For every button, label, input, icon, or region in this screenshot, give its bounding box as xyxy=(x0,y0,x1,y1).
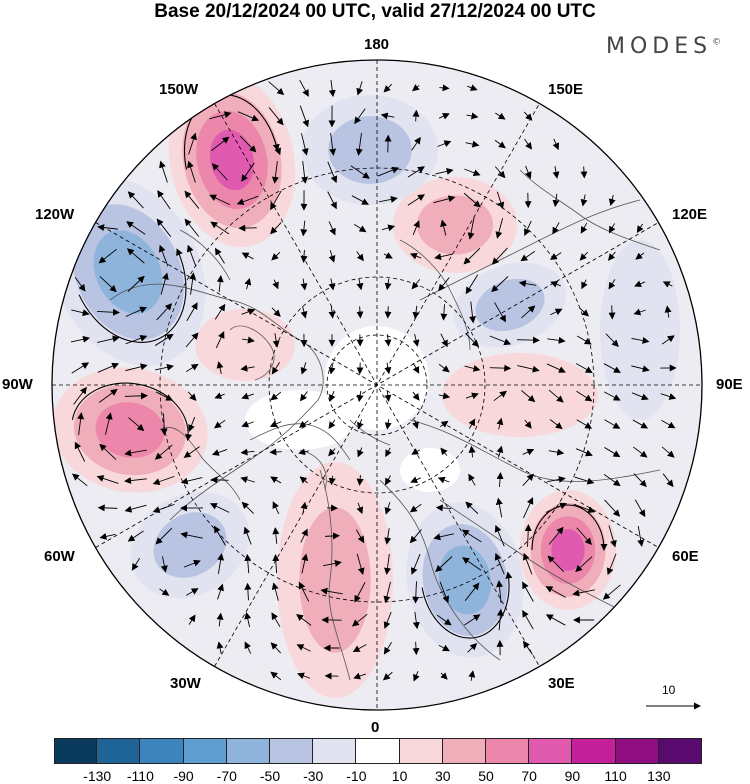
colorbar-tick-label: 70 xyxy=(521,768,537,784)
colorbar-tick-label: -130 xyxy=(83,768,111,784)
label-30e: 30E xyxy=(548,676,575,692)
anomaly-contour xyxy=(328,116,412,184)
label-150w: 150W xyxy=(159,82,198,98)
label-90w: 90W xyxy=(2,377,33,393)
wind-vector xyxy=(211,480,228,481)
label-120e: 120E xyxy=(672,207,707,223)
colorbar-tick-label: 90 xyxy=(565,768,581,784)
colorbar-tick-label: -90 xyxy=(173,768,193,784)
colorbar-swatch xyxy=(313,738,356,764)
colorbar-tick-label: 130 xyxy=(647,768,670,784)
colorbar-swatch xyxy=(616,738,659,764)
colorbar xyxy=(54,738,702,764)
reference-vector-label: 10 xyxy=(662,683,675,697)
colorbar-tick-label: -70 xyxy=(217,768,237,784)
colorbar-swatch xyxy=(529,738,572,764)
colorbar-tick-label: -10 xyxy=(346,768,366,784)
colorbar-swatch xyxy=(270,738,313,764)
colorbar-swatch xyxy=(227,738,270,764)
colorbar-swatch xyxy=(184,738,227,764)
colorbar-swatch xyxy=(356,738,399,764)
colorbar-tick-label: 30 xyxy=(435,768,451,784)
wind-vector xyxy=(584,167,585,178)
anomaly-contour xyxy=(600,240,680,420)
wind-vector xyxy=(612,305,613,318)
label-60e: 60E xyxy=(672,549,699,565)
colorbar-swatch xyxy=(97,738,140,764)
colorbar-swatch xyxy=(400,738,443,764)
label-0: 0 xyxy=(371,720,379,736)
colorbar-swatch xyxy=(443,738,486,764)
colorbar-swatch xyxy=(659,738,702,764)
colorbar-swatch xyxy=(486,738,529,764)
label-180: 180 xyxy=(364,37,389,53)
colorbar-tick-label: 110 xyxy=(604,768,626,784)
colorbar-tick-label: 10 xyxy=(392,768,408,784)
colorbar-swatch xyxy=(572,738,615,764)
anomaly-contour xyxy=(245,390,355,450)
label-90e: 90E xyxy=(716,377,743,393)
label-30w: 30W xyxy=(170,676,201,692)
colorbar-swatch xyxy=(54,738,97,764)
wind-vector xyxy=(517,340,539,341)
label-120w: 120W xyxy=(35,207,74,223)
colorbar-tick-label: -30 xyxy=(303,768,323,784)
colorbar-tick-label: 50 xyxy=(478,768,494,784)
anomaly-contour xyxy=(442,353,598,437)
label-60w: 60W xyxy=(44,549,75,565)
wind-vector xyxy=(270,452,281,453)
colorbar-tick-label: -50 xyxy=(260,768,280,784)
anomaly-contour xyxy=(299,507,370,652)
anomaly-contour xyxy=(400,448,460,492)
colorbar-tick-label: -110 xyxy=(127,768,154,784)
label-150e: 150E xyxy=(548,82,583,98)
colorbar-swatch xyxy=(140,738,183,764)
anomaly-contour xyxy=(195,309,295,381)
